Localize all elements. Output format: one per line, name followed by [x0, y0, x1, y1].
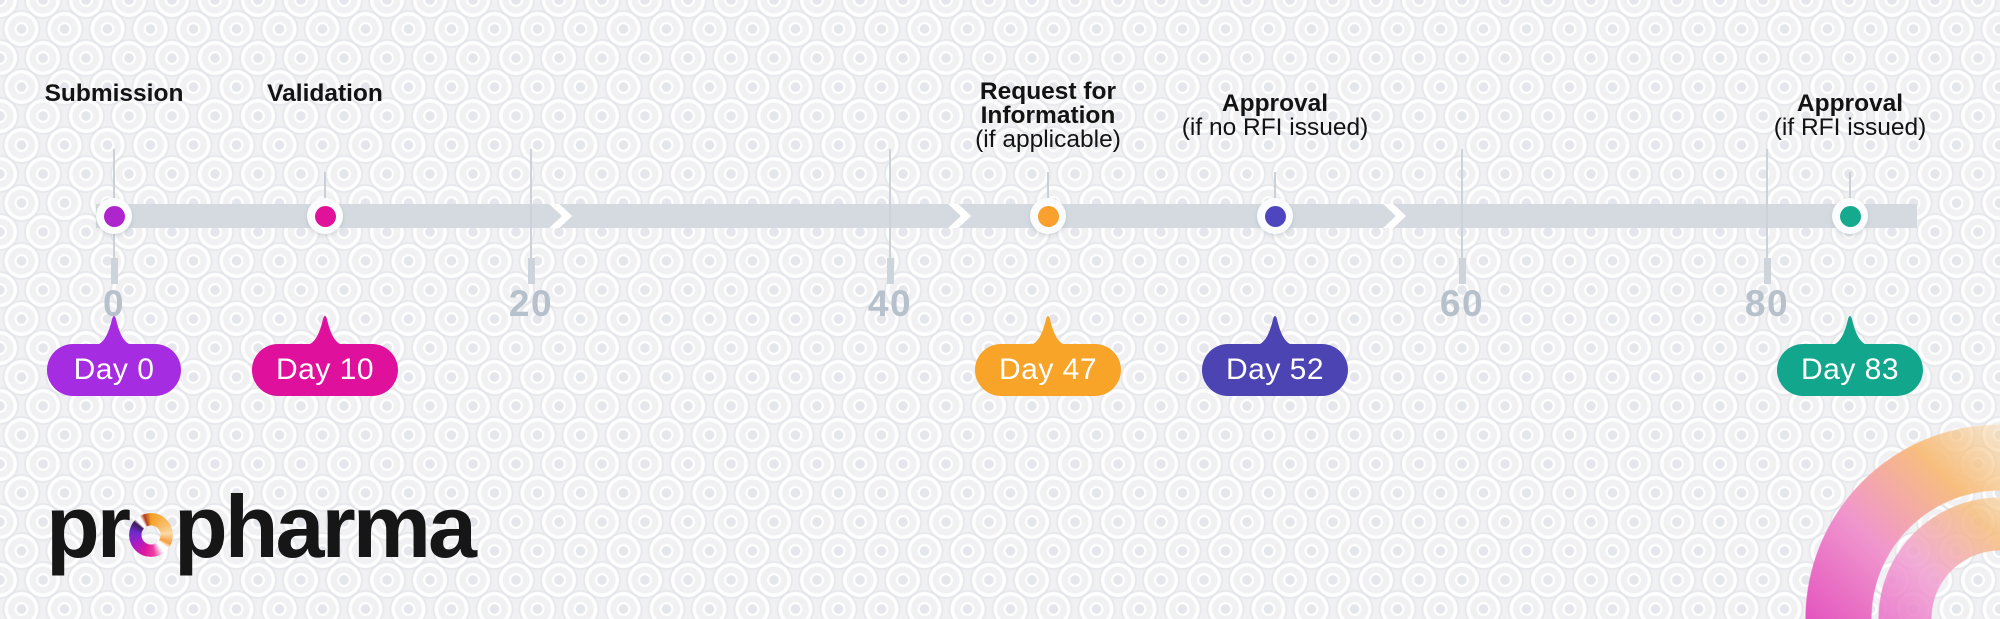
day-badge-tail [1257, 315, 1293, 345]
milestone-title-line: Submission [44, 80, 184, 107]
milestone-dot-submission [103, 205, 125, 227]
milestone-title-line: Information [980, 102, 1116, 129]
timeline-break-chevron-icon [943, 204, 973, 228]
axis-tick-line [1461, 149, 1463, 258]
axis-tick-label: 60 [1439, 283, 1485, 324]
day-badge-tail [307, 315, 343, 345]
propharma-logo: pr pharma [46, 476, 477, 578]
axis-tick-label: 40 [867, 283, 913, 324]
milestone-dot-approval-no-rfi [1264, 205, 1286, 227]
axis-tick-dash [886, 258, 894, 284]
timeline-break-chevron-icon [1378, 204, 1408, 228]
milestone-note: (if no RFI issued) [1181, 114, 1369, 141]
milestone-note: (if RFI issued) [1773, 114, 1927, 141]
milestone-label-approval-rfi: Approval (if RFI issued) [1773, 90, 1927, 141]
axis-tick-dash [1763, 258, 1771, 284]
milestone-title-line: Approval [1796, 90, 1904, 117]
axis-tick-dash [110, 258, 118, 284]
logo-text-end: pharma [174, 477, 477, 576]
logo-text-start: pr [46, 477, 131, 576]
milestone-connector-line [1849, 172, 1851, 205]
day-badge-validation: Day 10 [251, 344, 399, 396]
milestone-connector-line [1274, 172, 1276, 205]
milestone-dot-approval-rfi [1839, 205, 1861, 227]
timeline-break-chevron-icon [544, 204, 574, 228]
milestone-label-submission: Submission [44, 80, 184, 107]
milestone-dot-validation [314, 205, 336, 227]
milestone-label-approval-no-rfi: Approval (if no RFI issued) [1181, 90, 1369, 141]
milestone-connector-line [1047, 172, 1049, 205]
axis-tick-line [889, 149, 891, 258]
axis-tick-label: 20 [508, 283, 554, 324]
milestone-dot-request-for-information [1037, 205, 1059, 227]
day-badge-approval-rfi: Day 83 [1776, 344, 1924, 396]
axis-tick-line [1766, 149, 1768, 258]
day-badge-request-for-information: Day 47 [974, 344, 1122, 396]
milestone-connector-line [324, 172, 326, 205]
axis-tick-dash [527, 258, 535, 284]
logo-gradient-ring-icon [129, 513, 173, 557]
axis-tick-label: 80 [1744, 283, 1790, 324]
corner-arc-inner [1865, 484, 2000, 619]
axis-tick-line [530, 149, 532, 258]
milestone-title-line: Approval [1221, 90, 1329, 117]
milestone-connector-line [113, 172, 115, 205]
axis-tick-label: 0 [102, 283, 126, 324]
milestone-label-request-for-information: Request for Information (if applicable) [975, 78, 1121, 153]
day-badge-submission: Day 0 [47, 344, 181, 396]
milestone-note: (if applicable) [975, 126, 1121, 153]
day-badge-tail [1030, 315, 1066, 345]
axis-tick-dash [1458, 258, 1466, 284]
day-badge-tail [96, 315, 132, 345]
day-badge-approval-no-rfi: Day 52 [1201, 344, 1349, 396]
timeline-bar [96, 204, 1917, 228]
milestone-title-line: Validation [267, 80, 383, 107]
milestone-label-validation: Validation [267, 80, 383, 107]
day-badge-tail [1832, 315, 1868, 345]
milestone-title-line: Request for [979, 78, 1117, 105]
